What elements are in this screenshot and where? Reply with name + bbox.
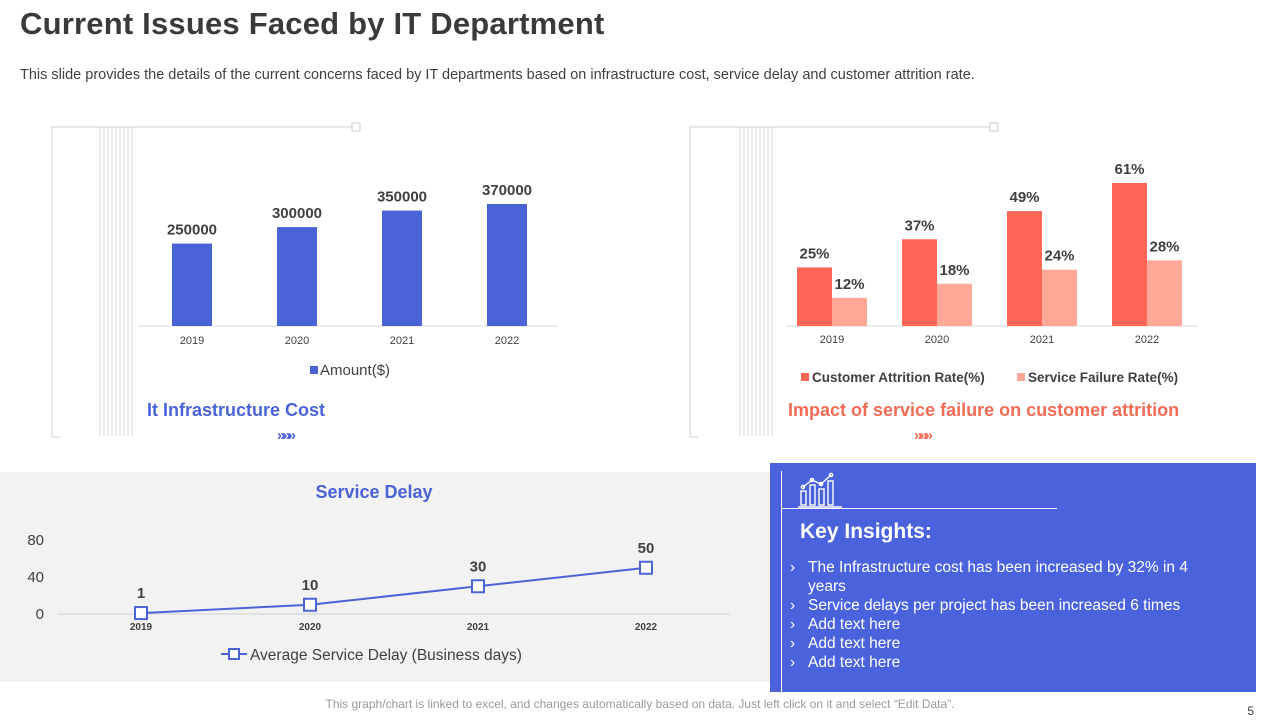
bar-failure-rate [1042, 269, 1077, 326]
data-point-marker [471, 579, 485, 594]
x-tick-label: 2019 [820, 334, 844, 346]
data-label: 24% [1044, 248, 1074, 265]
insight-item: › Service delays per project has been inc… [788, 596, 1228, 615]
x-tick-label: 2020 [285, 335, 309, 347]
cost-chevrons-icon: »»» [277, 427, 296, 444]
data-label: 49% [1009, 189, 1039, 206]
insight-text: Add text here [808, 616, 901, 633]
infrastructure-cost-chart: 250000 2019 300000 2020 350000 2021 370000 2022… [138, 182, 558, 379]
page-title: Current Issues Faced by IT Department [20, 6, 605, 41]
data-label: 10 [302, 577, 319, 594]
impact-caption: Impact of service failure on customer at… [788, 400, 1180, 420]
bar-attrition-rate [1007, 211, 1042, 326]
page-subtitle: This slide provides the details of the c… [20, 67, 975, 83]
bullet-icon: › [790, 635, 796, 652]
bar-failure-rate [937, 283, 972, 326]
legend-label-failure: Service Failure Rate(%) [1028, 370, 1178, 385]
legend-label-attrition: Customer Attrition Rate(%) [812, 370, 985, 385]
data-label: 50 [638, 540, 655, 557]
legend-marker-service-delay [228, 648, 240, 660]
data-label: 30 [470, 558, 487, 575]
data-point-marker [134, 606, 148, 621]
legend-swatch-failure [1017, 373, 1025, 381]
bar-failure-rate [1147, 260, 1182, 326]
bar-amount [172, 243, 212, 326]
insight-text: Service delays per project has been incr… [808, 597, 1181, 614]
insights-divider-horizontal [781, 508, 1057, 509]
data-label: 370000 [482, 182, 532, 199]
key-insights-panel: Key Insights: › The Infrastructure cost h… [770, 463, 1256, 692]
data-point-marker [639, 560, 653, 575]
insights-divider-vertical [781, 471, 782, 692]
bar-attrition-rate [902, 239, 937, 326]
insight-item: › Add text here [788, 634, 1228, 653]
footer-note: This graph/chart is linked to excel, and… [325, 697, 955, 711]
bar-failure-rate [832, 297, 867, 326]
y-tick-label: 0 [36, 606, 44, 623]
x-tick-label: 2021 [467, 622, 490, 633]
impact-chevrons-icon: »»» [914, 427, 933, 444]
data-label: 25% [799, 245, 829, 262]
data-label: 300000 [272, 205, 322, 222]
data-label: 12% [834, 276, 864, 293]
insight-item: › The Infrastructure cost has been increa… [788, 558, 1228, 596]
cost-caption: It Infrastructure Cost [147, 400, 326, 420]
data-label: 1 [137, 585, 145, 602]
data-label: 37% [904, 217, 934, 234]
data-point-marker [303, 597, 317, 612]
legend-label-service-delay: Average Service Delay (Business days) [250, 647, 522, 664]
insight-text: Add text here [808, 654, 901, 671]
data-label: 61% [1114, 161, 1144, 178]
page-number: 5 [1247, 704, 1254, 718]
bar-amount [487, 204, 527, 326]
legend-swatch-attrition [801, 373, 809, 381]
impact-card-frame [688, 122, 1000, 440]
data-label: 28% [1149, 238, 1179, 255]
x-tick-label: 2020 [925, 334, 949, 346]
x-tick-label: 2022 [635, 622, 658, 633]
series-line-service-delay [140, 566, 647, 615]
bullet-icon: › [790, 559, 796, 576]
insights-title: Key Insights: [800, 520, 932, 543]
service-delay-chart: 0 40 80 1 2019 10 2020 30 2021 50 2022 Average Serv… [27, 532, 730, 664]
data-label: 18% [939, 262, 969, 279]
y-tick-label: 40 [27, 569, 44, 586]
y-tick-label: 80 [27, 532, 44, 549]
x-tick-label: 2022 [495, 335, 519, 347]
service-delay-title: Service Delay [315, 482, 433, 502]
insight-item: › Add text here [788, 615, 1228, 634]
x-tick-label: 2019 [130, 622, 153, 633]
x-tick-label: 2021 [1030, 334, 1054, 346]
data-label: 250000 [167, 222, 217, 239]
x-tick-label: 2022 [1135, 334, 1159, 346]
service-delay-panel: Service Delay [0, 472, 770, 682]
cost-card-frame [50, 122, 362, 440]
legend-swatch-amount [310, 366, 318, 374]
x-tick-label: 2021 [390, 335, 414, 347]
x-tick-label: 2020 [299, 622, 322, 633]
bar-amount [382, 210, 422, 326]
bullet-icon: › [790, 654, 796, 671]
insight-text: The Infrastructure cost has been increas… [808, 559, 1188, 595]
bullet-icon: › [790, 616, 796, 633]
insights-list: › The Infrastructure cost has been increa… [788, 558, 1228, 672]
bar-amount [277, 227, 317, 326]
bar-attrition-rate [1112, 183, 1147, 326]
legend-label-amount: Amount($) [320, 362, 390, 379]
insight-item: › Add text here [788, 653, 1228, 672]
x-tick-label: 2019 [180, 335, 204, 347]
bullet-icon: › [790, 597, 796, 614]
insight-text: Add text here [808, 635, 901, 652]
bar-chart-icon [798, 472, 842, 508]
bar-attrition-rate [797, 267, 832, 326]
data-label: 350000 [377, 189, 427, 206]
service-failure-impact-chart: 25% 12% 2019 37% 18% 2020 49% 24% 2021 61% 28% 2022… [786, 161, 1198, 385]
